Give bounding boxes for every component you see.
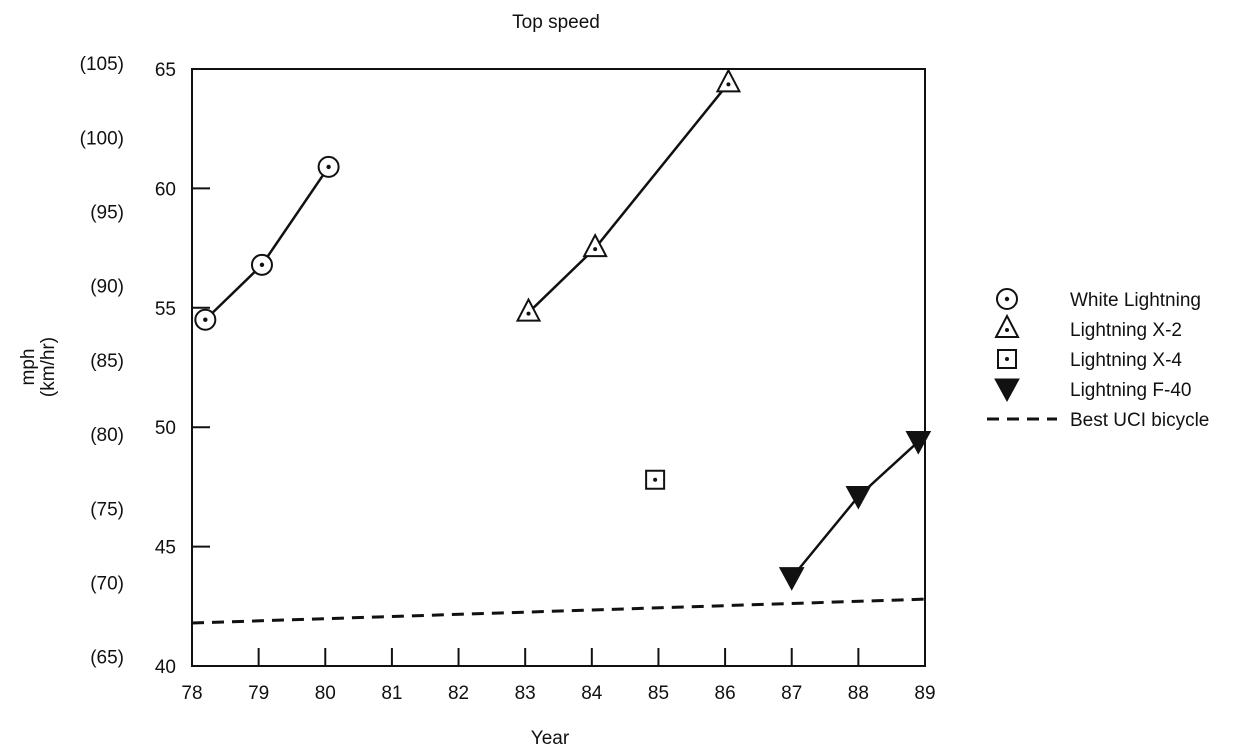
legend-item: Best UCI bicycle: [987, 410, 1209, 431]
data-point: [317, 155, 340, 178]
marker-dot: [1005, 328, 1009, 332]
series-best-uci-bicycle: [191, 597, 926, 625]
legend-item: Lightning X-4: [997, 349, 1182, 371]
x-tick-label: 78: [181, 683, 202, 704]
marker-dot: [259, 262, 265, 268]
legend-label: Lightning X-2: [1070, 320, 1182, 341]
series-lightning-x-2: [515, 68, 742, 322]
y-secondary-tick-label: (90): [90, 277, 124, 298]
legend-symbol: [997, 349, 1017, 369]
y-secondary-tick-label: (105): [80, 54, 124, 75]
x-tick-label: 80: [315, 683, 336, 704]
filled-triangle-marker: [778, 567, 805, 591]
marker-dot: [203, 317, 208, 322]
marker-dot: [1004, 296, 1010, 302]
series-line: [204, 166, 330, 321]
series-line: [191, 597, 926, 625]
legend-label: Lightning F-40: [1070, 380, 1191, 401]
filled-triangle-marker: [994, 378, 1020, 403]
y-secondary-tick-label: (80): [90, 425, 124, 446]
y-axis: 40 45 50 55 60 65 (65) (70) (75) (80) (85) (90) (95)…: [80, 54, 210, 678]
triangle-marker: [582, 232, 608, 258]
legend-item: White Lightning: [996, 288, 1201, 311]
legend-symbol: [994, 313, 1020, 338]
y-tick-label: 50: [155, 418, 176, 439]
data-point: [645, 469, 666, 490]
marker-dot: [526, 311, 531, 316]
data-point: [515, 297, 542, 322]
data-point: [194, 308, 217, 331]
series-layer: [191, 68, 932, 625]
y-secondary-tick-label: (75): [90, 499, 124, 520]
data-point: [845, 485, 872, 510]
x-tick-label: 79: [248, 683, 269, 704]
triangle-marker: [515, 297, 542, 322]
x-tick-label: 83: [515, 683, 536, 704]
chart-title: Top speed: [512, 12, 600, 33]
series-line: [527, 82, 730, 314]
legend-symbol: [994, 378, 1020, 403]
y-secondary-tick-label: (85): [90, 351, 124, 372]
y-tick-label: 40: [155, 657, 176, 678]
x-tick-label: 85: [648, 683, 669, 704]
x-axis-label: Year: [531, 728, 570, 749]
legend-item: Lightning X-2: [994, 313, 1182, 341]
y-secondary-tick-label: (65): [90, 648, 124, 669]
data-point: [778, 567, 805, 591]
x-tick-label: 89: [914, 683, 935, 704]
series-lightning-f-40: [778, 431, 932, 591]
series-line: [790, 440, 920, 579]
series-lightning-x-4: [645, 469, 666, 490]
x-tick-label: 87: [781, 683, 802, 704]
marker-dot: [653, 477, 658, 482]
x-axis: 78 79 80 81 82 83 84 85 86 87 88 89: [181, 648, 936, 704]
y-axis-label-line-2: (km/hr): [38, 337, 59, 397]
data-point: [250, 253, 273, 276]
data-point: [905, 431, 932, 455]
y-axis-label-line-1: mph: [18, 349, 39, 386]
legend-symbol: [996, 288, 1018, 310]
legend: White Lightning Lightning X-2 Lightning X-…: [987, 288, 1209, 431]
x-tick-label: 81: [381, 683, 402, 704]
legend-item: Lightning F-40: [994, 378, 1191, 403]
marker-dot: [326, 164, 331, 170]
triangle-marker: [715, 68, 742, 93]
x-tick-label: 88: [848, 683, 869, 704]
y-tick-label: 45: [155, 538, 176, 559]
filled-triangle-marker: [905, 431, 932, 455]
y-tick-label: 60: [155, 179, 176, 200]
legend-label: Best UCI bicycle: [1070, 410, 1209, 431]
legend-label: White Lightning: [1070, 290, 1201, 311]
y-tick-label: 65: [155, 60, 176, 81]
x-tick-label: 84: [581, 683, 603, 704]
data-point: [582, 232, 608, 258]
marker-dot: [726, 82, 731, 87]
marker-dot: [1005, 357, 1009, 361]
y-secondary-tick-label: (100): [80, 128, 124, 149]
y-secondary-tick-label: (95): [90, 203, 124, 224]
legend-label: Lightning X-4: [1070, 350, 1182, 371]
marker-dot: [593, 247, 598, 252]
y-secondary-tick-label: (70): [90, 574, 124, 595]
series-white-lightning: [194, 155, 340, 331]
filled-triangle-marker: [845, 485, 872, 510]
y-tick-label: 55: [155, 299, 176, 320]
x-tick-label: 82: [448, 683, 469, 704]
plot-frame: [191, 68, 926, 667]
x-tick-label: 86: [715, 683, 736, 704]
data-point: [715, 68, 742, 93]
triangle-marker: [994, 313, 1020, 338]
